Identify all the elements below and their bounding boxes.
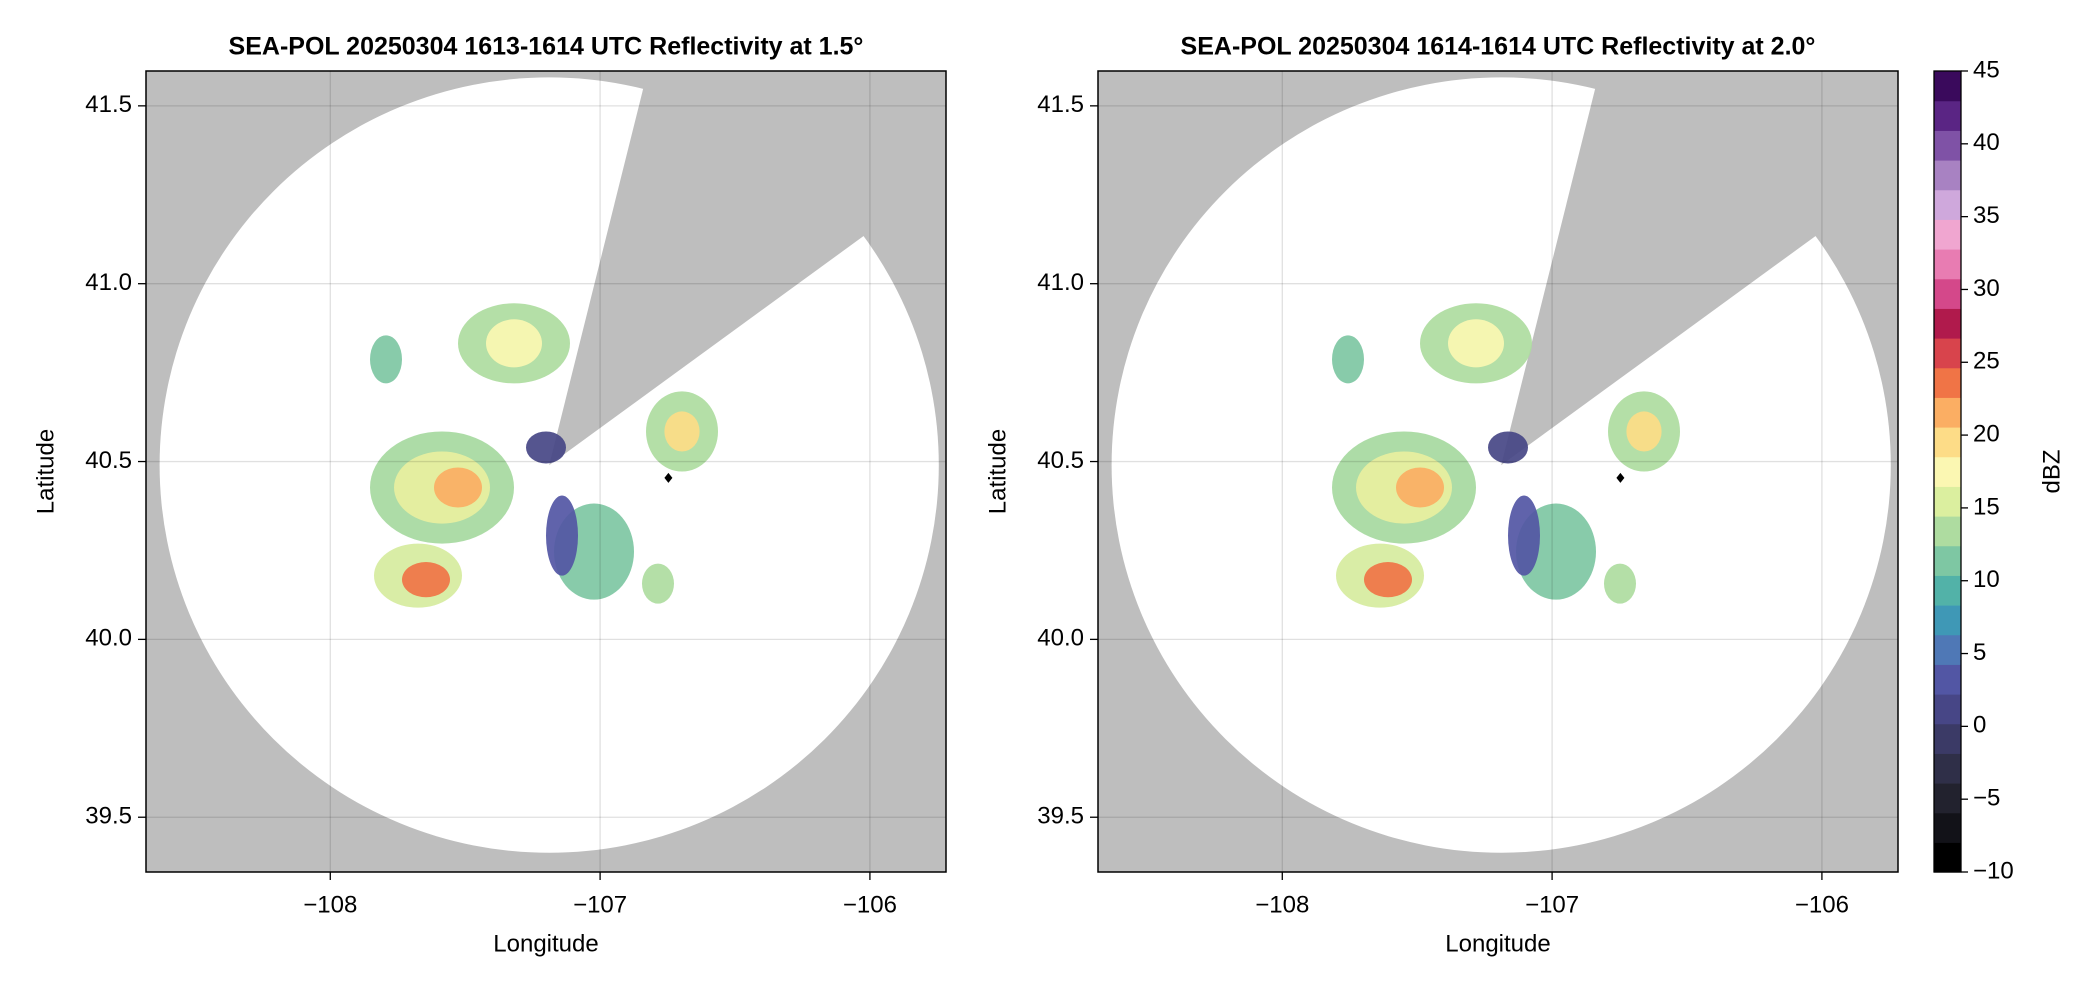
echo bbox=[402, 562, 450, 598]
colorbar-segment bbox=[1934, 753, 1961, 784]
colorbar-segment bbox=[1934, 397, 1961, 428]
y-tick-label: 41.5 bbox=[1037, 91, 1084, 118]
colorbar-segment bbox=[1934, 189, 1961, 220]
colorbar-segment bbox=[1934, 130, 1961, 161]
plot-frame bbox=[145, 70, 947, 873]
colorbar-tick-label: 45 bbox=[1973, 56, 2000, 83]
colorbar-tick-label: 30 bbox=[1973, 275, 2000, 302]
colorbar-segment bbox=[1934, 71, 1961, 102]
x-tick-label: −106 bbox=[1795, 891, 1849, 918]
colorbar-segment bbox=[1934, 842, 1961, 873]
colorbar-tick-label: 20 bbox=[1973, 420, 2000, 447]
colorbar-segment bbox=[1934, 367, 1961, 398]
y-tick-label: 40.5 bbox=[1037, 447, 1084, 474]
y-tick-label: 39.5 bbox=[1037, 803, 1084, 830]
echo bbox=[664, 411, 700, 452]
echo bbox=[370, 335, 402, 384]
colorbar-segment bbox=[1934, 783, 1961, 814]
x-tick-label: −108 bbox=[1255, 891, 1309, 918]
x-tick-label: −106 bbox=[843, 891, 897, 918]
colorbar-tick-label: 5 bbox=[1973, 639, 1986, 666]
colorbar-segment bbox=[1934, 664, 1961, 695]
colorbar-segment bbox=[1934, 486, 1961, 517]
colorbar-segment bbox=[1934, 634, 1961, 665]
colorbar-tick-label: 0 bbox=[1973, 712, 1986, 739]
chart-title: SEA-POL 20250304 1614-1614 UTC Reflectiv… bbox=[1181, 33, 1816, 61]
echo bbox=[1396, 467, 1444, 508]
y-tick-label: 39.5 bbox=[85, 803, 132, 830]
x-axis-label: Longitude bbox=[1445, 930, 1550, 957]
colorbar-segment bbox=[1934, 545, 1961, 576]
echo bbox=[1448, 319, 1504, 368]
x-axis-label: Longitude bbox=[493, 930, 598, 957]
y-tick-label: 41.5 bbox=[85, 91, 132, 118]
echo bbox=[1604, 563, 1636, 604]
y-axis-label: Latitude bbox=[32, 429, 59, 514]
colorbar-segment bbox=[1934, 812, 1961, 843]
echo bbox=[1626, 411, 1662, 452]
y-tick-label: 40.5 bbox=[85, 447, 132, 474]
colorbar-segment bbox=[1934, 338, 1961, 369]
echo bbox=[526, 431, 566, 464]
colorbar-tick-label: −5 bbox=[1973, 785, 2000, 812]
x-tick-label: −108 bbox=[303, 891, 357, 918]
echo bbox=[546, 495, 578, 576]
colorbar-segment bbox=[1934, 427, 1961, 458]
blanked-sector bbox=[1501, 71, 1898, 466]
colorbar-segment bbox=[1934, 575, 1961, 606]
plot-frame bbox=[1097, 70, 1899, 873]
colorbar-segment bbox=[1934, 308, 1961, 339]
colorbar-tick-label: 25 bbox=[1973, 348, 2000, 375]
y-axis-label: Latitude bbox=[984, 429, 1011, 514]
colorbar-tick-label: −10 bbox=[1973, 857, 2014, 884]
echo bbox=[1364, 562, 1412, 598]
colorbar-segment bbox=[1934, 100, 1961, 131]
map-panel bbox=[1098, 71, 1898, 872]
x-tick-label: −107 bbox=[1525, 891, 1579, 918]
colorbar-segment bbox=[1934, 456, 1961, 487]
y-tick-label: 41.0 bbox=[1037, 269, 1084, 296]
colorbar-tick-label: 10 bbox=[1973, 566, 2000, 593]
colorbar-segment bbox=[1934, 219, 1961, 250]
colorbar-frame bbox=[1933, 70, 1962, 873]
colorbar-tick-label: 15 bbox=[1973, 493, 2000, 520]
colorbar-segment bbox=[1934, 160, 1961, 191]
y-tick-label: 40.0 bbox=[1037, 625, 1084, 652]
echo bbox=[434, 467, 482, 508]
x-tick-label: −107 bbox=[573, 891, 627, 918]
colorbar-segment bbox=[1934, 605, 1961, 636]
y-tick-label: 40.0 bbox=[85, 625, 132, 652]
echo bbox=[642, 563, 674, 604]
colorbar-segment bbox=[1934, 723, 1961, 754]
map-panel bbox=[146, 71, 946, 872]
chart-title: SEA-POL 20250304 1613-1614 UTC Reflectiv… bbox=[229, 33, 864, 61]
echo bbox=[486, 319, 542, 368]
site-marker bbox=[664, 472, 673, 483]
colorbar-segment bbox=[1934, 516, 1961, 547]
site-marker bbox=[1616, 472, 1625, 483]
colorbar-tick-label: 40 bbox=[1973, 129, 2000, 156]
colorbar-segment bbox=[1934, 694, 1961, 725]
echo bbox=[1508, 495, 1540, 576]
colorbar-segment bbox=[1934, 249, 1961, 280]
colorbar-tick-label: 35 bbox=[1973, 202, 2000, 229]
echo bbox=[1332, 335, 1364, 384]
colorbar-segment bbox=[1934, 278, 1961, 309]
colorbar-label: dBZ bbox=[2038, 449, 2065, 493]
echo bbox=[1488, 431, 1528, 464]
blanked-sector bbox=[549, 71, 946, 466]
y-tick-label: 41.0 bbox=[85, 269, 132, 296]
